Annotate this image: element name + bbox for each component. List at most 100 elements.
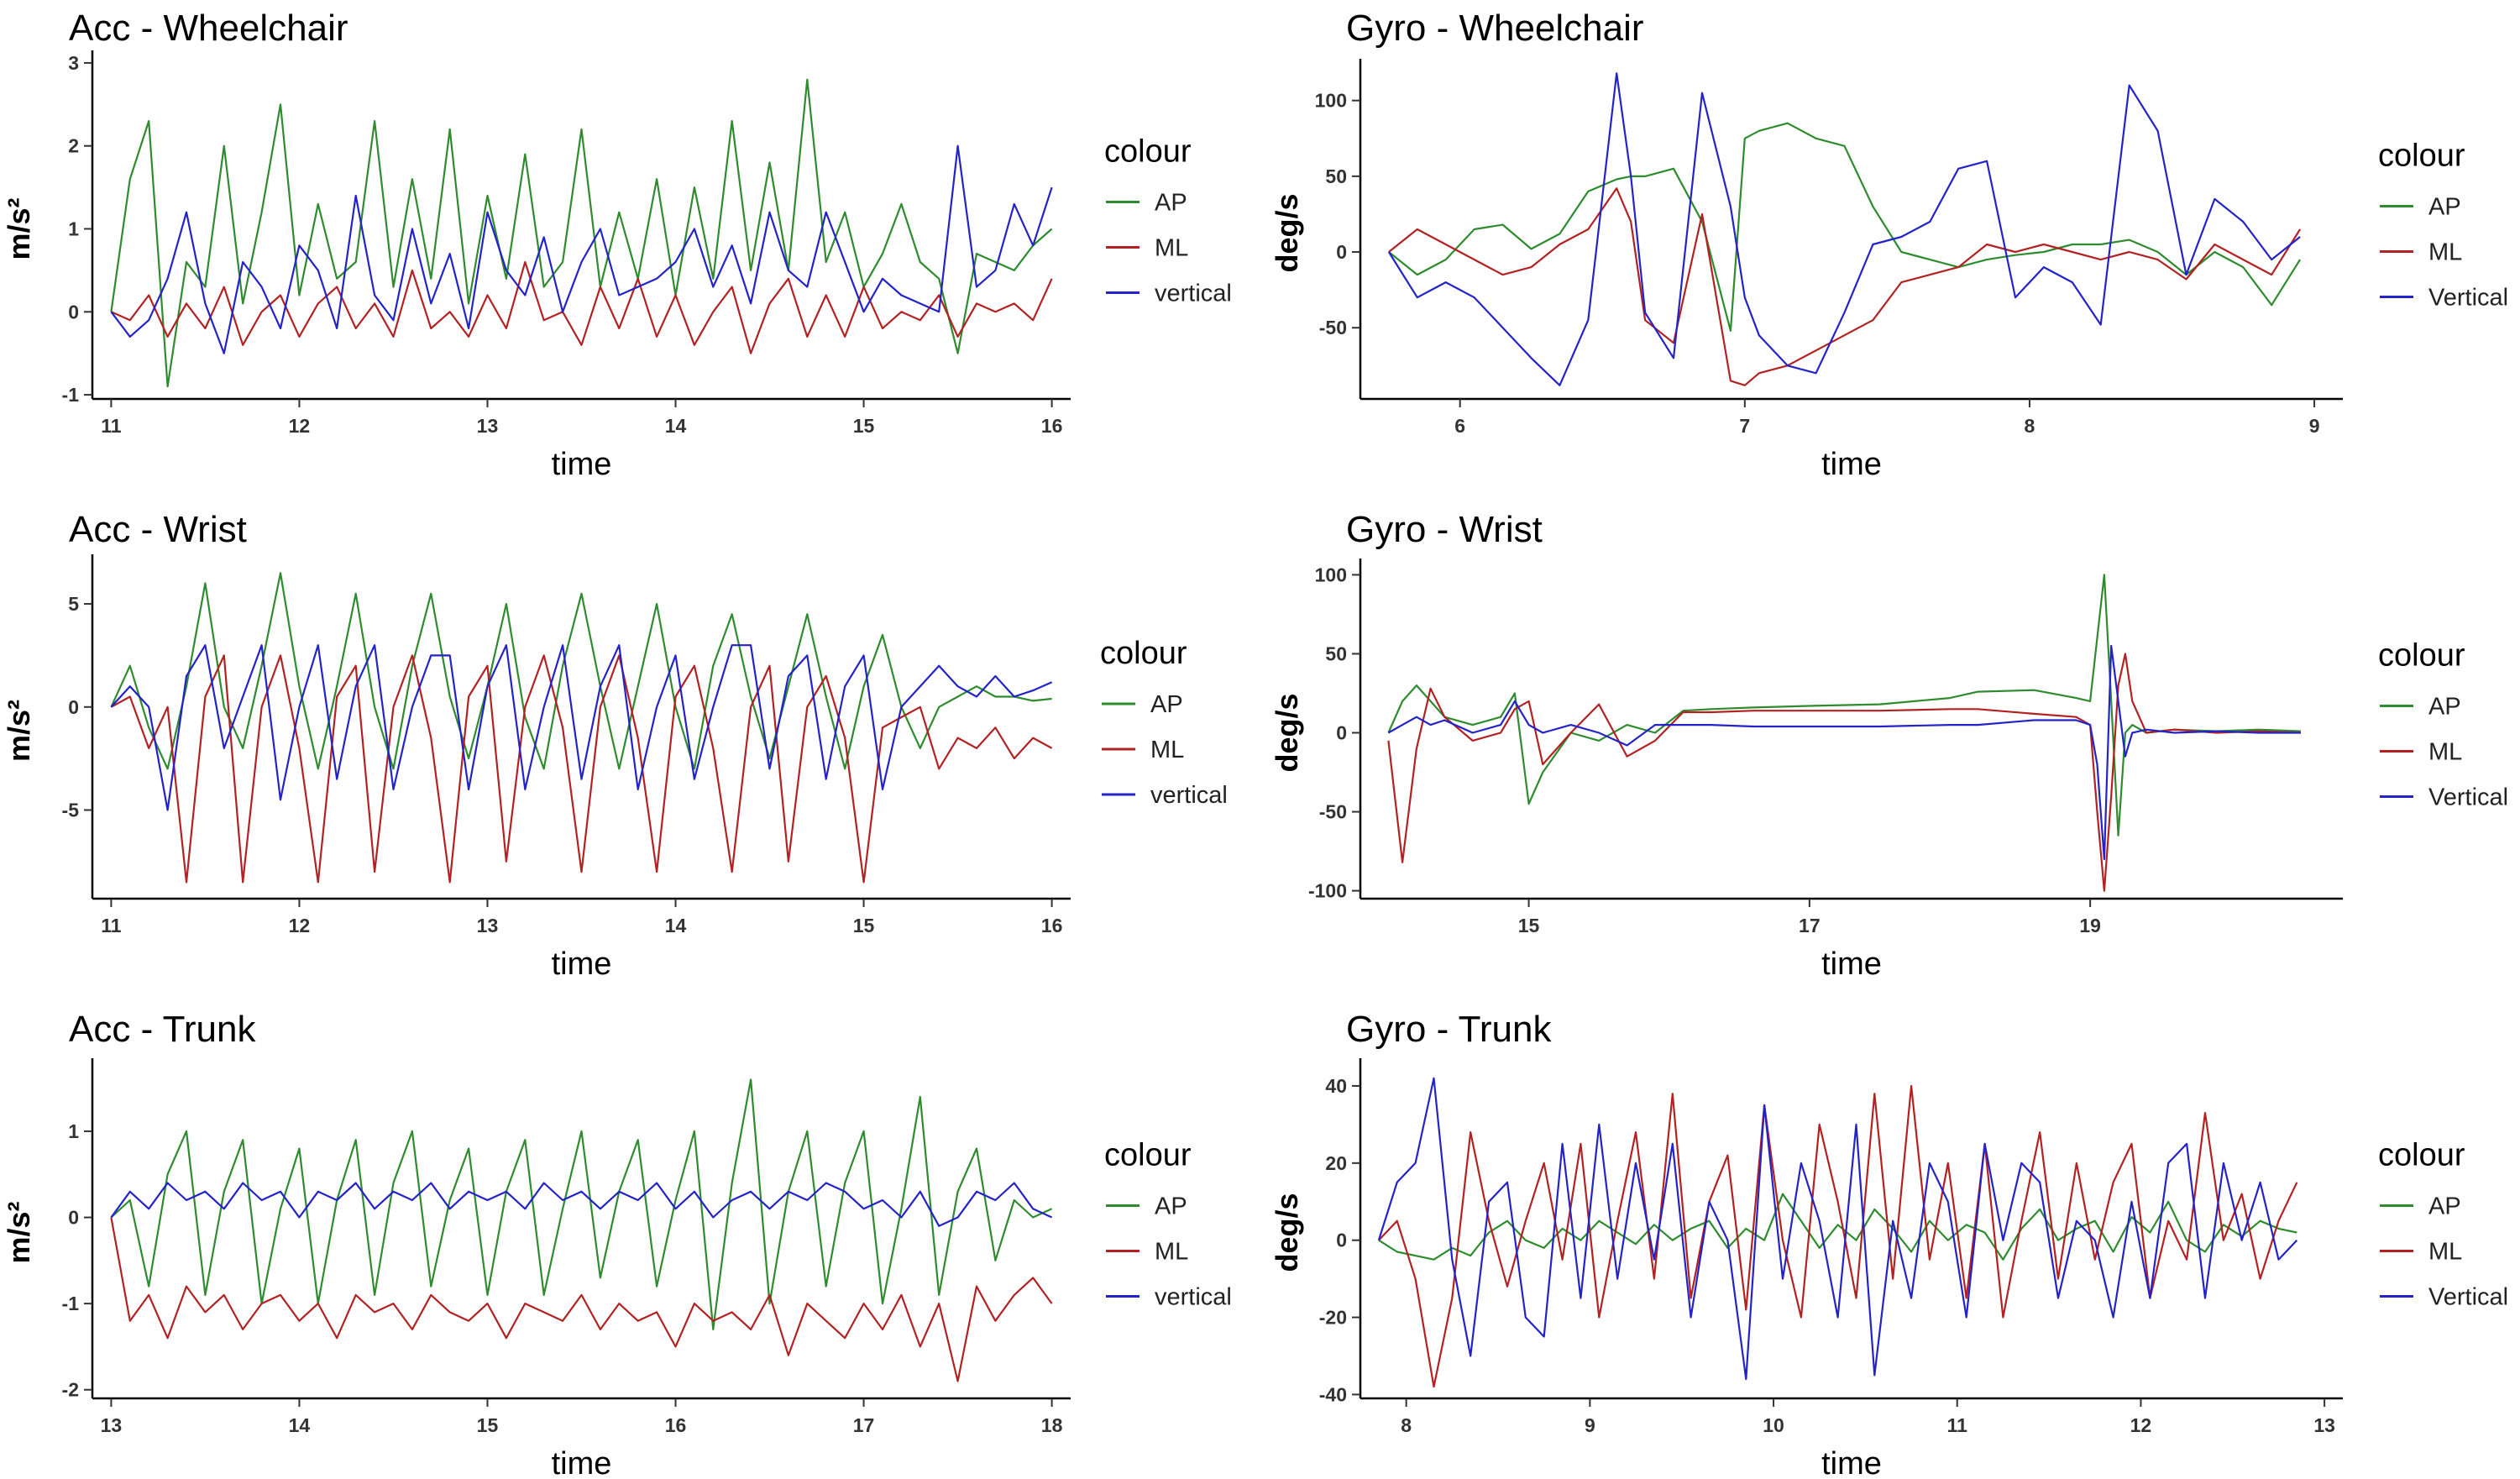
legend: colour AP ML vertical [1100,636,1228,809]
series-line-ap [1388,122,2302,332]
y-tick-label: 50 [1325,165,1347,187]
legend-title: colour [1104,1138,1192,1173]
chart-panel-2: Gyro - Wheelchair 6 7 8 9 -50 0 50 100 time deg/s c… [1270,8,2508,482]
x-axis-label: time [1821,447,1882,482]
y-tick-label: -100 [1308,880,1347,902]
series-line-vertical [110,1182,1053,1227]
y-tick-label: 0 [1336,241,1347,263]
legend-label-vertical: Vertical [2428,1284,2508,1311]
y-tick-label: -2 [62,1379,79,1401]
y-tick-label: -1 [62,1293,80,1314]
y-tick-label: 1 [68,218,79,240]
series-line-vertical [1377,1077,2298,1381]
x-tick-label: 16 [1041,415,1063,437]
series-line-vertical [1387,72,2301,386]
x-axis-label: time [1821,947,1882,982]
x-tick-label: 17 [1799,915,1821,936]
legend: colour AP ML Vertical [2378,139,2508,312]
series-line-ml [1387,653,2301,892]
series-line-ml [1388,187,2302,386]
legend: colour AP ML vertical [1104,1138,1232,1311]
x-axis-label: time [1821,1446,1882,1479]
chart-title: Gyro - Wheelchair [1346,8,1644,49]
legend-label-ml: ML [1155,235,1188,262]
legend-title: colour [2378,139,2465,174]
legend-label-ap: AP [1150,691,1183,718]
legend-label-vertical: vertical [1155,1284,1232,1311]
legend-label-vertical: Vertical [2428,784,2508,811]
y-tick-label: 50 [1325,642,1347,664]
legend-label-ap: AP [1155,190,1187,217]
x-tick-label: 8 [2025,415,2035,437]
x-tick-label: 15 [477,1414,499,1436]
x-tick-label: 8 [1401,1414,1412,1436]
x-axis-label: time [552,1446,612,1479]
legend-label-ml: ML [1150,737,1184,763]
x-tick-label: 10 [1763,1414,1784,1436]
series-line-ap [1378,1193,2297,1261]
legend-label-ml: ML [2428,1239,2462,1266]
series-line-vertical [110,144,1053,354]
y-tick-label: 100 [1315,90,1347,112]
legend-label-ml: ML [2428,739,2462,766]
y-tick-label: -1 [62,384,80,406]
x-tick-label: 17 [853,1414,875,1436]
legend: colour AP ML Vertical [2378,1138,2508,1311]
y-tick-label: -20 [1319,1307,1347,1329]
legend-label-ap: AP [2428,694,2461,721]
x-tick-label: 13 [477,915,499,936]
x-tick-label: 15 [1518,915,1540,936]
x-tick-label: 15 [853,915,875,936]
series-line-ml [110,1217,1053,1382]
legend: colour AP ML vertical [1104,134,1232,307]
series-line-ap [110,78,1053,388]
y-tick-label: 20 [1325,1152,1347,1174]
series-line-ml [110,260,1053,354]
chart-panel-4: Gyro - Wrist 15 17 19 -100 -50 0 50 100 time deg/s… [1270,509,2508,982]
legend-label-vertical: vertical [1150,782,1228,809]
series-line-ml [1378,1084,2298,1388]
x-tick-label: 15 [853,415,875,437]
x-tick-label: 13 [477,415,499,437]
legend: colour AP ML Vertical [2378,638,2508,811]
series-line-ml [110,654,1053,884]
y-axis-label: deg/s [1270,1193,1304,1272]
x-tick-label: 12 [289,415,311,437]
x-axis-label: time [552,447,612,482]
y-tick-label: -50 [1319,317,1347,338]
y-tick-label: -50 [1319,801,1347,823]
legend-title: colour [2378,1138,2465,1173]
x-tick-label: 19 [2079,915,2101,936]
chart-title: Acc - Trunk [69,1009,256,1050]
series-line-vertical [110,644,1053,811]
x-tick-label: 16 [665,1414,687,1436]
y-tick-label: 0 [1336,722,1347,744]
y-tick-label: -5 [62,799,80,821]
chart-title: Gyro - Trunk [1346,1009,1552,1050]
legend-label-ap: AP [2428,1193,2461,1220]
y-tick-label: 5 [68,593,79,615]
legend-label-vertical: Vertical [2428,285,2508,312]
chart-panel-3: Acc - Wrist 11 12 13 14 15 16 -5 0 5 time m/s² colou… [2,509,1228,982]
series-line-vertical [1387,644,2301,861]
legend-title: colour [2378,638,2465,674]
x-tick-label: 7 [1739,415,1750,437]
x-tick-label: 11 [101,915,122,936]
chart-title: Acc - Wheelchair [69,8,348,49]
y-tick-label: -40 [1319,1383,1347,1405]
y-axis-label: m/s² [2,700,36,762]
x-tick-label: 9 [1585,1414,1595,1436]
y-tick-label: 100 [1315,564,1347,585]
y-tick-label: 0 [68,1207,79,1229]
legend-label-ap: AP [2428,194,2461,221]
x-tick-label: 11 [1947,1414,1968,1436]
legend-label-ap: AP [1155,1193,1187,1220]
x-tick-label: 16 [1041,915,1063,936]
y-tick-label: 3 [68,52,79,74]
y-tick-label: 0 [1336,1230,1347,1251]
x-tick-label: 14 [665,415,687,437]
y-tick-label: 0 [68,301,79,323]
x-tick-label: 13 [101,1414,123,1436]
